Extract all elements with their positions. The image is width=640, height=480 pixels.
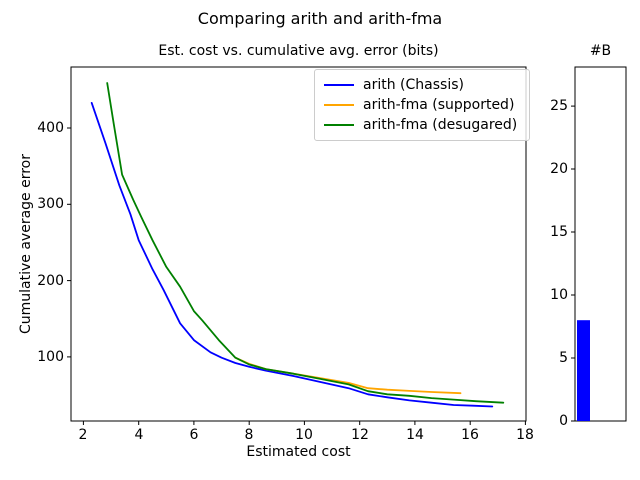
- legend-item: arith (Chassis): [324, 75, 529, 95]
- y-axis-label: Cumulative average error: [18, 154, 34, 335]
- legend-item: arith-fma (desugared): [324, 115, 529, 135]
- bar-y-tick-label: 0: [559, 413, 568, 429]
- legend-line-swatch: [324, 124, 354, 126]
- bar-y-tick-label: 5: [559, 350, 568, 366]
- x-tick-label: 2: [78, 427, 88, 443]
- x-tick-label: 12: [351, 427, 369, 443]
- x-tick-label: 10: [295, 427, 313, 443]
- x-tick-label: 18: [516, 427, 534, 443]
- bar-plot-title: #B: [589, 43, 612, 59]
- bar-y-tick-label: 20: [550, 161, 568, 177]
- bar-y-tick-label: 25: [550, 98, 568, 114]
- x-tick-label: 4: [134, 427, 144, 443]
- bar-axes-frame: [574, 66, 627, 422]
- legend-item-label: arith (Chassis): [363, 77, 464, 93]
- legend: arith (Chassis) arith-fma (supported) ar…: [314, 69, 530, 141]
- bar: [577, 320, 590, 421]
- figure-title: Comparing arith and arith-fma: [197, 9, 443, 28]
- y-tick-label: 100: [37, 349, 64, 365]
- x-tick-label: 8: [244, 427, 254, 443]
- legend-item-label: arith-fma (desugared): [363, 117, 518, 133]
- series-line-0: [90, 102, 494, 408]
- legend-line-swatch: [324, 84, 354, 86]
- x-tick-label: 16: [461, 427, 479, 443]
- x-axis-label: Estimated cost: [246, 444, 351, 460]
- y-tick-label: 400: [37, 120, 64, 136]
- bar-y-tick-label: 10: [550, 287, 568, 303]
- main-axes-frame: [70, 66, 527, 422]
- legend-item-label: arith-fma (supported): [363, 97, 515, 113]
- y-tick-label: 200: [37, 273, 64, 289]
- series-line-2: [106, 82, 505, 404]
- x-tick-label: 14: [406, 427, 424, 443]
- legend-line-swatch: [324, 104, 354, 106]
- bar-y-tick-label: 15: [550, 224, 568, 240]
- main-plot-title: Est. cost vs. cumulative avg. error (bit…: [158, 43, 439, 59]
- y-tick-label: 300: [37, 196, 64, 212]
- legend-item: arith-fma (supported): [324, 95, 529, 115]
- x-tick-label: 6: [189, 427, 199, 443]
